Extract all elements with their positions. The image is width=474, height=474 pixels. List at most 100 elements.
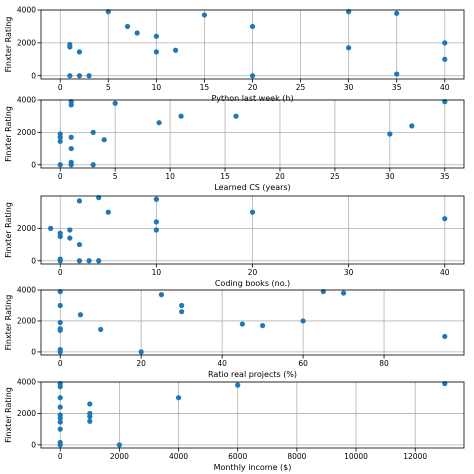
- chart-panel-2: 0 5 10 15 20 25 30 35 0 2000 4000 Learned CS (years…: [4, 96, 465, 192]
- data-point: [57, 395, 63, 401]
- y-tick-label: 4000: [17, 6, 36, 15]
- data-point: [179, 302, 185, 309]
- x-axis-label: Ratio real projects (%): [208, 370, 297, 379]
- plot-frame: [40, 381, 465, 449]
- y-tick-label: 0: [31, 348, 36, 357]
- y-tick-label: 2000: [17, 317, 36, 326]
- chart-panel-5: 0 2000 4000 6000 8000 10000 12000 0 2000 4000 Mont…: [4, 378, 465, 472]
- y-axis-label: Finxter Rating: [4, 202, 13, 258]
- data-point: [57, 327, 63, 333]
- data-point: [68, 162, 74, 168]
- y-axis-label: Finxter Rating: [4, 17, 13, 73]
- x-tick-label: 30: [344, 268, 354, 277]
- y-tick-label: 2000: [17, 38, 36, 47]
- data-point: [77, 312, 84, 318]
- data-point: [90, 129, 96, 135]
- plot-frame: [40, 195, 465, 265]
- y-tick-label: 4000: [17, 378, 36, 387]
- data-point: [105, 209, 111, 215]
- x-tick-label: 10: [165, 172, 175, 181]
- plot-frame: [40, 289, 465, 356]
- data-point: [67, 235, 73, 241]
- data-point: [233, 113, 239, 119]
- y-tick-label: 4000: [17, 286, 36, 295]
- y-tick-label: 0: [31, 71, 36, 80]
- x-tick-label: 40: [440, 83, 450, 92]
- data-point: [116, 442, 122, 448]
- chart-panel-1: 0 5 10 15 20 25 30 35 40 0 2000 4000 Python last wee…: [4, 6, 465, 103]
- data-point: [67, 73, 73, 79]
- data-point: [153, 219, 159, 225]
- x-tick-label: 15: [200, 83, 210, 92]
- x-tick-label: 10000: [344, 452, 368, 461]
- data-point: [178, 113, 184, 119]
- data-point: [57, 419, 63, 425]
- data-point: [87, 418, 93, 424]
- plot-frame: [40, 99, 465, 169]
- data-point: [57, 319, 63, 326]
- data-point: [179, 309, 185, 315]
- data-point: [90, 162, 96, 168]
- x-tick-label: 30: [344, 83, 354, 92]
- data-point: [76, 258, 83, 264]
- x-tick-label: 0: [58, 83, 63, 92]
- y-tick-label: 4000: [17, 96, 36, 105]
- data-point: [442, 56, 448, 62]
- data-point: [87, 413, 93, 420]
- data-point: [68, 102, 74, 108]
- data-point: [442, 40, 448, 46]
- data-point: [235, 382, 241, 388]
- data-point: [134, 30, 140, 36]
- x-tick-label: 15: [220, 172, 230, 181]
- data-point: [346, 45, 352, 51]
- data-point: [394, 71, 400, 77]
- x-tick-label: 2000: [110, 452, 129, 461]
- x-tick-label: 30: [385, 172, 395, 181]
- data-point: [76, 73, 83, 79]
- x-axis-label: Python last week (h): [211, 94, 293, 103]
- x-tick-label: 5: [113, 172, 118, 181]
- data-point: [57, 349, 63, 355]
- data-point: [86, 73, 92, 79]
- data-point: [86, 258, 92, 264]
- data-point: [172, 47, 179, 53]
- y-tick-label: 2000: [17, 409, 36, 418]
- x-tick-label: 20: [275, 172, 285, 181]
- data-point: [387, 131, 393, 137]
- data-point: [76, 198, 83, 204]
- x-tick-label: 20: [248, 83, 258, 92]
- y-axis-label: Finxter Rating: [4, 295, 13, 351]
- data-point: [175, 395, 182, 401]
- data-point: [409, 123, 415, 129]
- data-point: [394, 10, 400, 16]
- x-tick-label: 0: [58, 452, 63, 461]
- data-point: [442, 216, 448, 222]
- data-point: [249, 23, 256, 30]
- data-point: [101, 137, 107, 143]
- x-tick-label: 4000: [169, 452, 188, 461]
- x-axis-label: Monthly income ($): [214, 463, 292, 472]
- data-point: [153, 196, 159, 202]
- data-point: [87, 401, 93, 407]
- data-point: [57, 426, 63, 432]
- data-point: [153, 227, 159, 233]
- data-point: [57, 404, 63, 410]
- x-tick-label: 35: [392, 83, 402, 92]
- data-point: [158, 292, 165, 298]
- x-tick-label: 12000: [403, 452, 427, 461]
- data-point: [124, 23, 131, 30]
- x-tick-label: 25: [296, 83, 306, 92]
- x-tick-label: 10: [152, 83, 162, 92]
- y-tick-label: 0: [31, 440, 36, 449]
- x-tick-label: 35: [440, 172, 450, 181]
- data-point: [57, 258, 63, 264]
- data-point: [57, 442, 63, 448]
- data-point: [76, 49, 83, 55]
- y-axis-label: Finxter Rating: [4, 106, 13, 162]
- data-point: [57, 384, 63, 390]
- data-point: [260, 322, 266, 329]
- data-point: [57, 302, 63, 309]
- x-tick-label: 8000: [287, 452, 306, 461]
- data-point: [249, 209, 256, 215]
